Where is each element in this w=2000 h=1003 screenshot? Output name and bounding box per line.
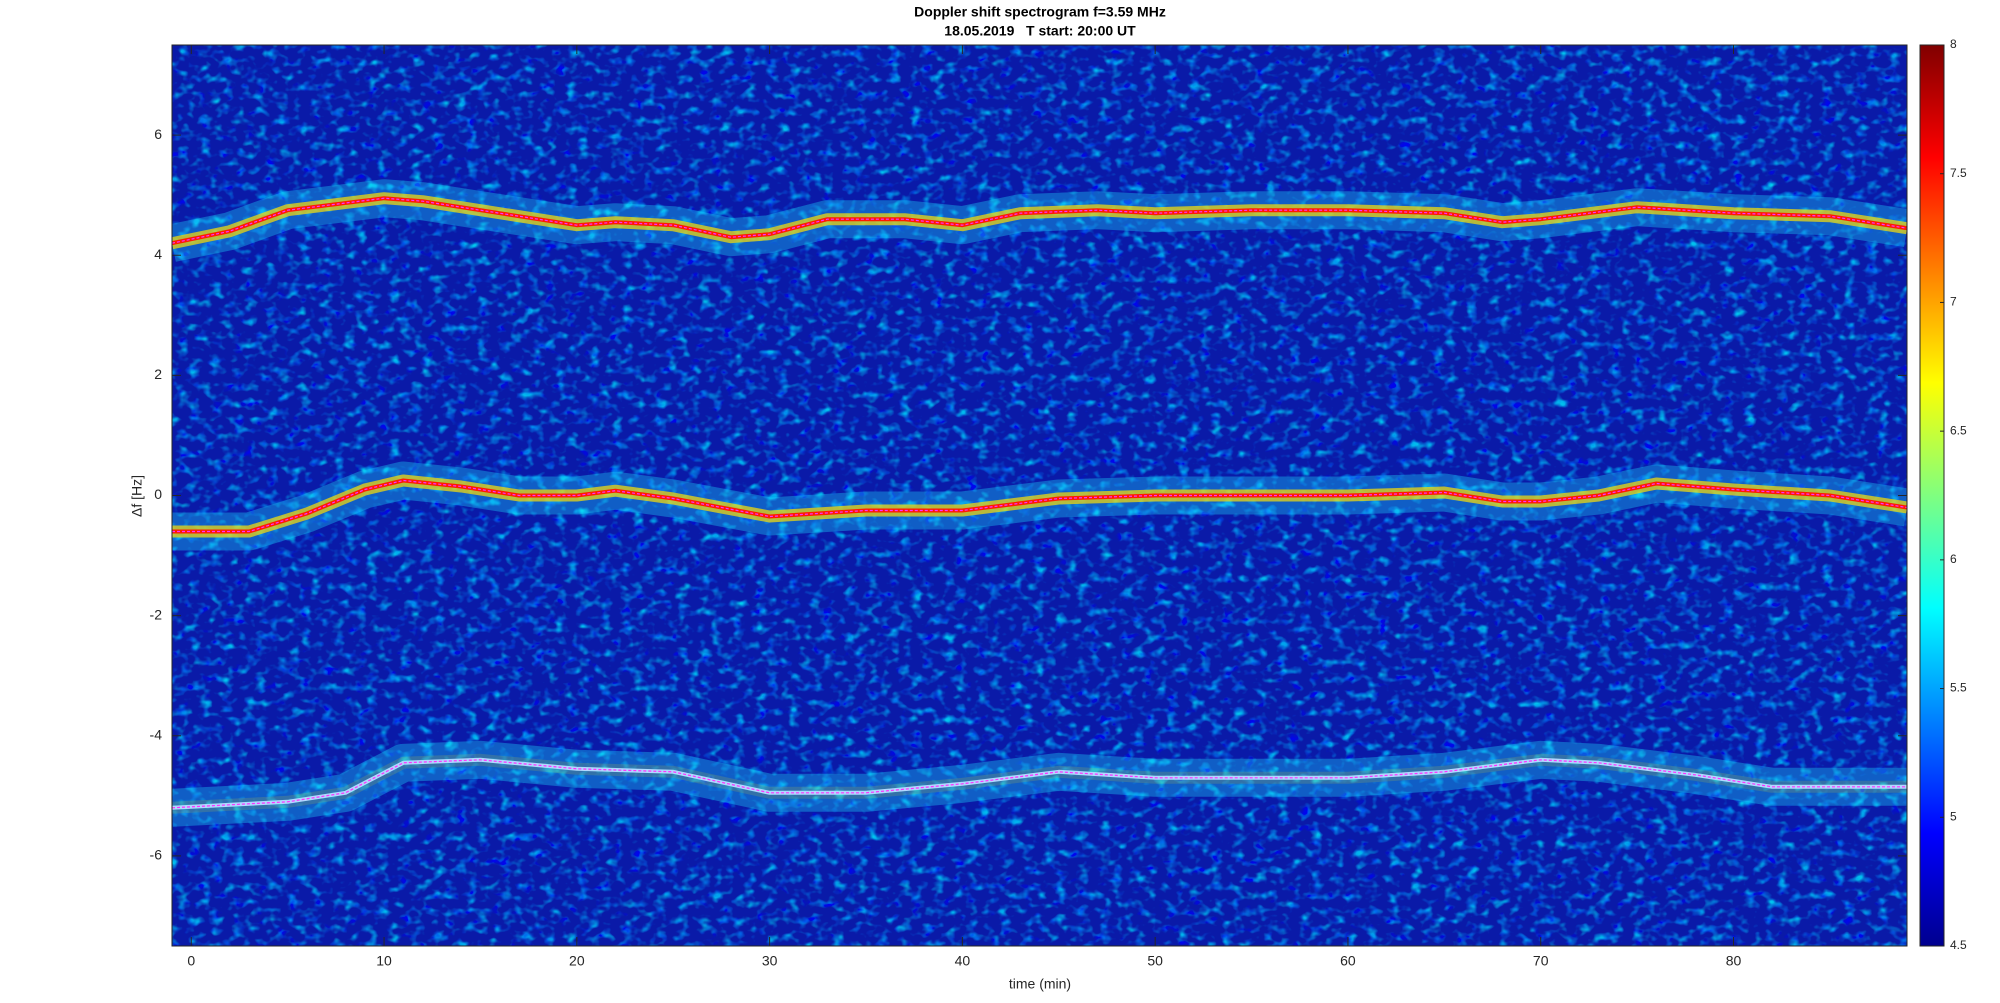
y-tick-label: 0	[154, 486, 162, 502]
trace-overlay	[172, 197, 1907, 244]
colorbar-tick-label: 5	[1950, 809, 1957, 823]
colorbar-tick-label: 7.5	[1950, 166, 1967, 180]
y-tick-label: -4	[150, 726, 163, 742]
colorbar-tick-label: 5.5	[1950, 681, 1967, 695]
trace-overlay	[172, 759, 1907, 809]
chart-title: Doppler shift spectrogram f=3.59 MHz	[914, 4, 1166, 20]
x-tick-label: 70	[1533, 953, 1549, 969]
colorbar-tick-label: 8	[1950, 37, 1957, 51]
x-tick-label: 80	[1726, 953, 1742, 969]
colorbar-tick-label: 6.5	[1950, 423, 1967, 437]
y-axis-label: Δf [Hz]	[129, 475, 145, 517]
y-tick-label: 6	[154, 126, 162, 142]
y-tick-label: -2	[150, 606, 163, 622]
x-tick-label: 10	[376, 953, 392, 969]
colorbar-tick-label: 4.5	[1950, 938, 1967, 952]
trace-overlay	[172, 479, 1907, 533]
colorbar	[1919, 44, 1945, 947]
colorbar-tick-label: 7	[1950, 295, 1957, 309]
x-tick-label: 30	[762, 953, 778, 969]
chart-subtitle: 18.05.2019 T start: 20:00 UT	[944, 23, 1136, 39]
x-tick-label: 20	[569, 953, 585, 969]
traces	[172, 179, 1907, 827]
x-tick-label: 0	[187, 953, 195, 969]
y-tick-label: 2	[154, 366, 162, 382]
x-tick-label: 40	[955, 953, 971, 969]
x-tick-label: 50	[1147, 953, 1163, 969]
y-tick-label: -6	[150, 847, 163, 863]
y-tick-label: 4	[154, 246, 162, 262]
x-tick-label: 60	[1340, 953, 1356, 969]
colorbar-tick-label: 6	[1950, 552, 1957, 566]
x-axis-label: time (min)	[1009, 976, 1071, 992]
